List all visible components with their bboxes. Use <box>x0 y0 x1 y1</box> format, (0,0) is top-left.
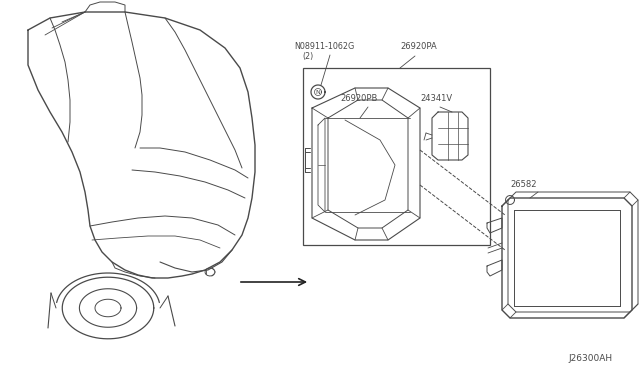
Bar <box>303 68 490 245</box>
Text: 26920PB: 26920PB <box>340 94 378 103</box>
Text: N: N <box>316 90 321 94</box>
Text: 24341V: 24341V <box>420 94 452 103</box>
Text: N08911-1062G: N08911-1062G <box>294 42 355 51</box>
Text: J26300AH: J26300AH <box>568 354 612 363</box>
Text: 26920PA: 26920PA <box>400 42 436 51</box>
Text: 26582: 26582 <box>510 180 536 189</box>
Text: (2): (2) <box>302 52 313 61</box>
